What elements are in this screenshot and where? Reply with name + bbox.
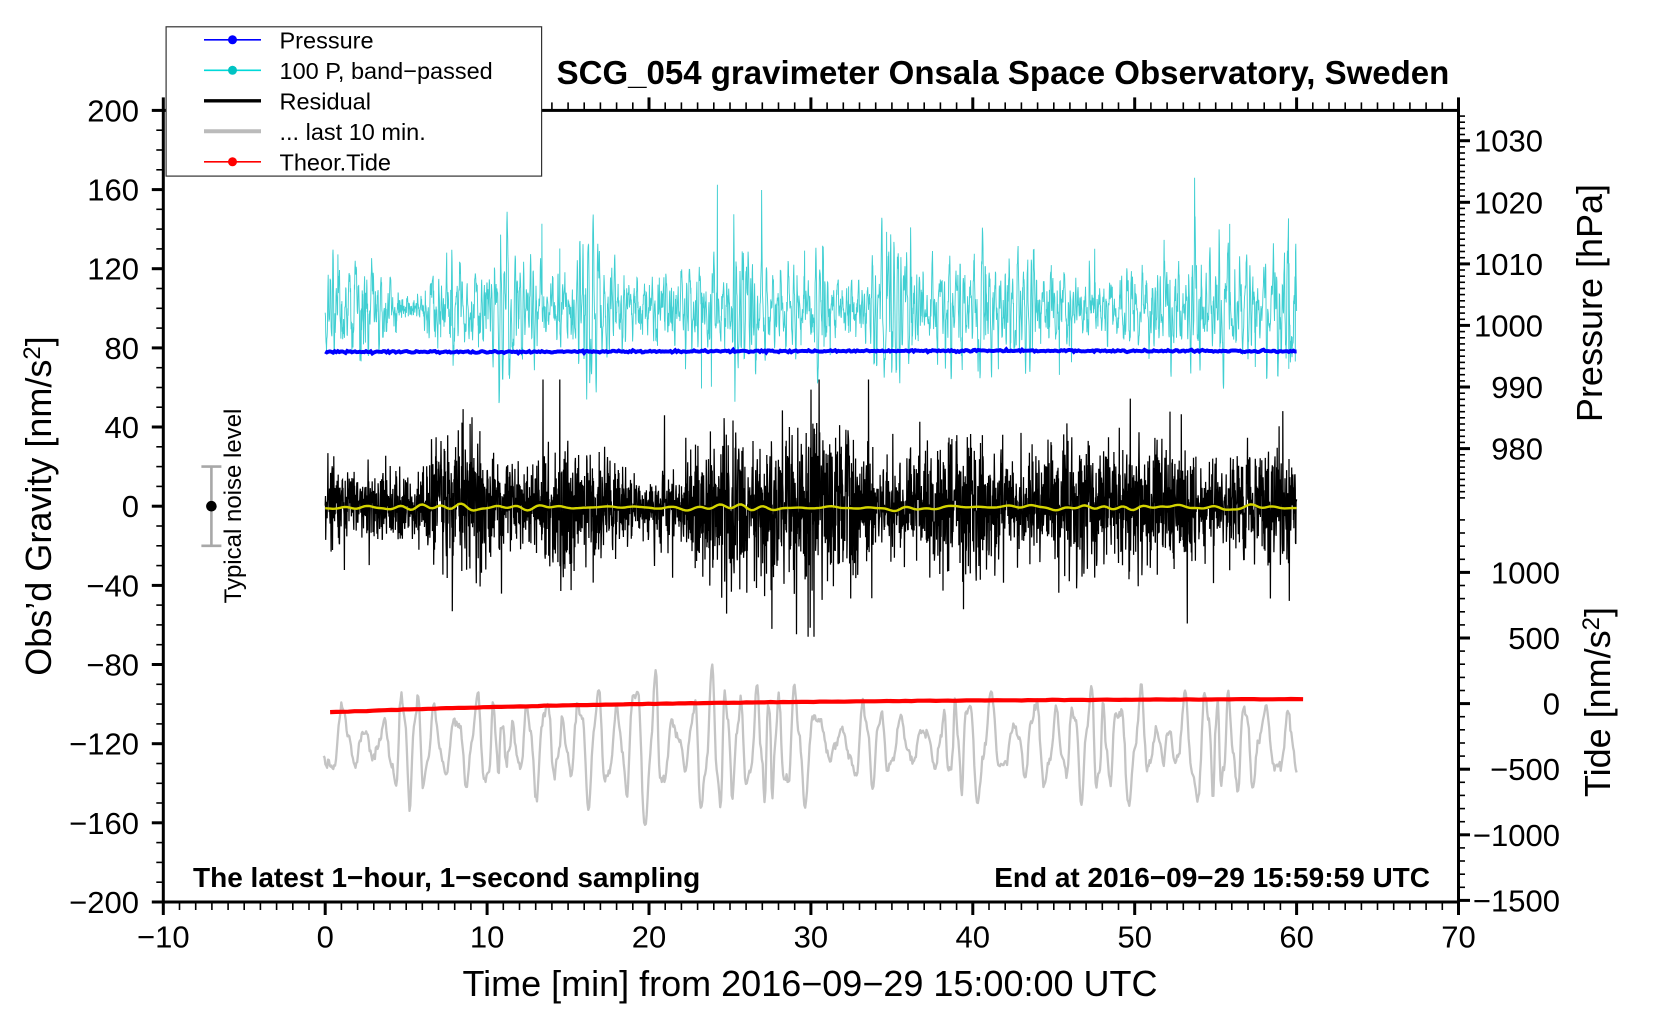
svg-text:40: 40 bbox=[105, 410, 139, 445]
svg-text:80: 80 bbox=[105, 331, 139, 366]
svg-text:Time [min] from 2016−09−29 15:: Time [min] from 2016−09−29 15:00:00 UTC bbox=[462, 963, 1157, 1004]
svg-text:1010: 1010 bbox=[1474, 247, 1543, 282]
svg-text:30: 30 bbox=[794, 920, 828, 955]
svg-text:60: 60 bbox=[1279, 920, 1313, 955]
svg-text:−10: −10 bbox=[137, 920, 190, 955]
svg-text:1020: 1020 bbox=[1474, 185, 1543, 220]
svg-text:120: 120 bbox=[87, 252, 139, 287]
svg-text:0: 0 bbox=[1543, 687, 1560, 722]
svg-text:980: 980 bbox=[1491, 432, 1543, 467]
svg-text:160: 160 bbox=[87, 173, 139, 208]
svg-text:1000: 1000 bbox=[1474, 308, 1543, 343]
svg-text:0: 0 bbox=[317, 920, 334, 955]
svg-text:SCG_054 gravimeter Onsala Spac: SCG_054 gravimeter Onsala Space Observat… bbox=[557, 54, 1450, 91]
svg-text:1030: 1030 bbox=[1474, 124, 1543, 159]
svg-text:10: 10 bbox=[470, 920, 504, 955]
svg-text:0: 0 bbox=[122, 489, 139, 524]
svg-text:Tide [nm/s2]: Tide [nm/s2] bbox=[1577, 607, 1618, 797]
svg-text:−1000: −1000 bbox=[1473, 818, 1560, 853]
svg-text:500: 500 bbox=[1508, 621, 1560, 656]
svg-text:End at 2016−09−29 15:59:59 UTC: End at 2016−09−29 15:59:59 UTC bbox=[994, 862, 1430, 893]
svg-text:−160: −160 bbox=[69, 806, 139, 841]
svg-text:Pressure [hPa]: Pressure [hPa] bbox=[1569, 184, 1610, 422]
svg-text:20: 20 bbox=[632, 920, 666, 955]
svg-text:Pressure: Pressure bbox=[280, 27, 374, 53]
svg-text:Typical noise level: Typical noise level bbox=[220, 409, 247, 604]
svg-text:The latest 1−hour, 1−second sa: The latest 1−hour, 1−second sampling bbox=[193, 862, 700, 893]
svg-text:990: 990 bbox=[1491, 370, 1543, 405]
svg-text:−80: −80 bbox=[86, 648, 139, 683]
svg-text:−120: −120 bbox=[69, 727, 139, 762]
svg-text:Obs’d Gravity [nm/s2]: Obs’d Gravity [nm/s2] bbox=[18, 336, 59, 675]
svg-text:1000: 1000 bbox=[1491, 555, 1560, 590]
svg-text:... last 10 min.: ... last 10 min. bbox=[280, 119, 426, 145]
svg-text:Theor.Tide: Theor.Tide bbox=[280, 149, 391, 175]
svg-text:40: 40 bbox=[956, 920, 990, 955]
svg-text:50: 50 bbox=[1117, 920, 1151, 955]
svg-text:200: 200 bbox=[87, 93, 139, 128]
svg-text:−500: −500 bbox=[1490, 752, 1560, 787]
svg-text:−1500: −1500 bbox=[1473, 883, 1560, 918]
svg-text:70: 70 bbox=[1441, 920, 1475, 955]
svg-text:100 P, band−passed: 100 P, band−passed bbox=[280, 58, 493, 84]
svg-text:−40: −40 bbox=[86, 568, 139, 603]
svg-text:Residual: Residual bbox=[280, 88, 371, 114]
svg-text:−200: −200 bbox=[69, 885, 139, 920]
